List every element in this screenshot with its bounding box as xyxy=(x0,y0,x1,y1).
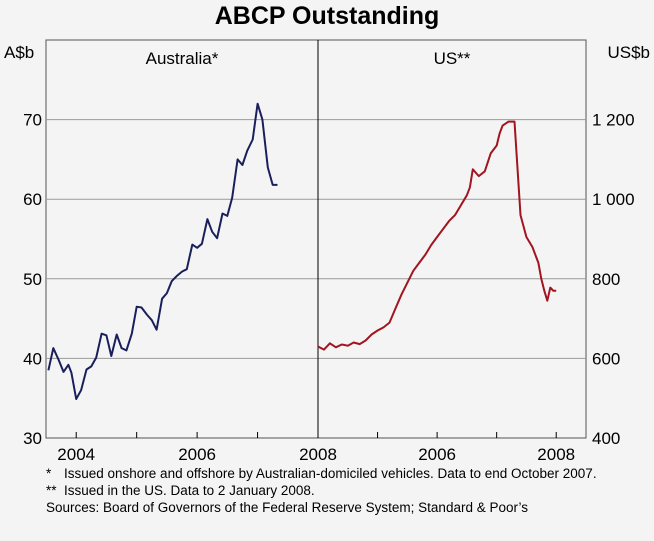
footnote-australia: * Issued onshore and offshore by Austral… xyxy=(46,465,646,482)
footnote-mark: ** xyxy=(46,483,57,498)
grid-lines xyxy=(46,119,586,359)
y-tick-label: 70 xyxy=(23,111,42,130)
y-tick-label: 30 xyxy=(23,429,42,448)
plot-area xyxy=(45,39,587,439)
footnote-text: Issued onshore and offshore by Australia… xyxy=(64,466,597,481)
y-tick-label: 1 000 xyxy=(592,190,635,209)
y-tick-label: 40 xyxy=(23,349,42,368)
y-axis-label: US$b xyxy=(607,43,650,62)
axis-labels: 30 40 50 60 70 2004 2006 2008 A$b Australia* 400 60… xyxy=(4,43,650,464)
sources-line: Sources: Board of Governors of the Feder… xyxy=(46,500,528,515)
x-tick-label: 2008 xyxy=(537,445,575,464)
x-tick-label: 2004 xyxy=(57,445,95,464)
x-tick-label: 2006 xyxy=(418,445,456,464)
y-tick-label: 50 xyxy=(23,270,42,289)
footnotes: * Issued onshore and offshore by Austral… xyxy=(46,465,646,516)
footnote-mark: * xyxy=(46,466,52,481)
x-tick-label: 2006 xyxy=(178,445,216,464)
y-tick-label: 1 200 xyxy=(592,111,635,130)
footnote-us: ** Issued in the US. Data to 2 January 2… xyxy=(46,482,646,499)
axis-ticks xyxy=(75,432,557,438)
panel-label: Australia* xyxy=(146,49,219,68)
panel-label: US** xyxy=(434,49,471,68)
y-tick-label: 800 xyxy=(592,270,620,289)
chart-title: ABCP Outstanding xyxy=(214,2,440,30)
y-axis-label: A$b xyxy=(4,43,34,62)
footnote-text: Issued in the US. Data to 2 January 2008… xyxy=(64,483,315,498)
y-tick-label: 600 xyxy=(592,349,620,368)
series-line-us xyxy=(317,120,557,351)
y-tick-label: 60 xyxy=(23,190,42,209)
series-line-australia xyxy=(47,102,278,400)
y-tick-label: 400 xyxy=(592,429,620,448)
x-tick-label: 2008 xyxy=(299,445,337,464)
series-lines xyxy=(47,102,557,400)
